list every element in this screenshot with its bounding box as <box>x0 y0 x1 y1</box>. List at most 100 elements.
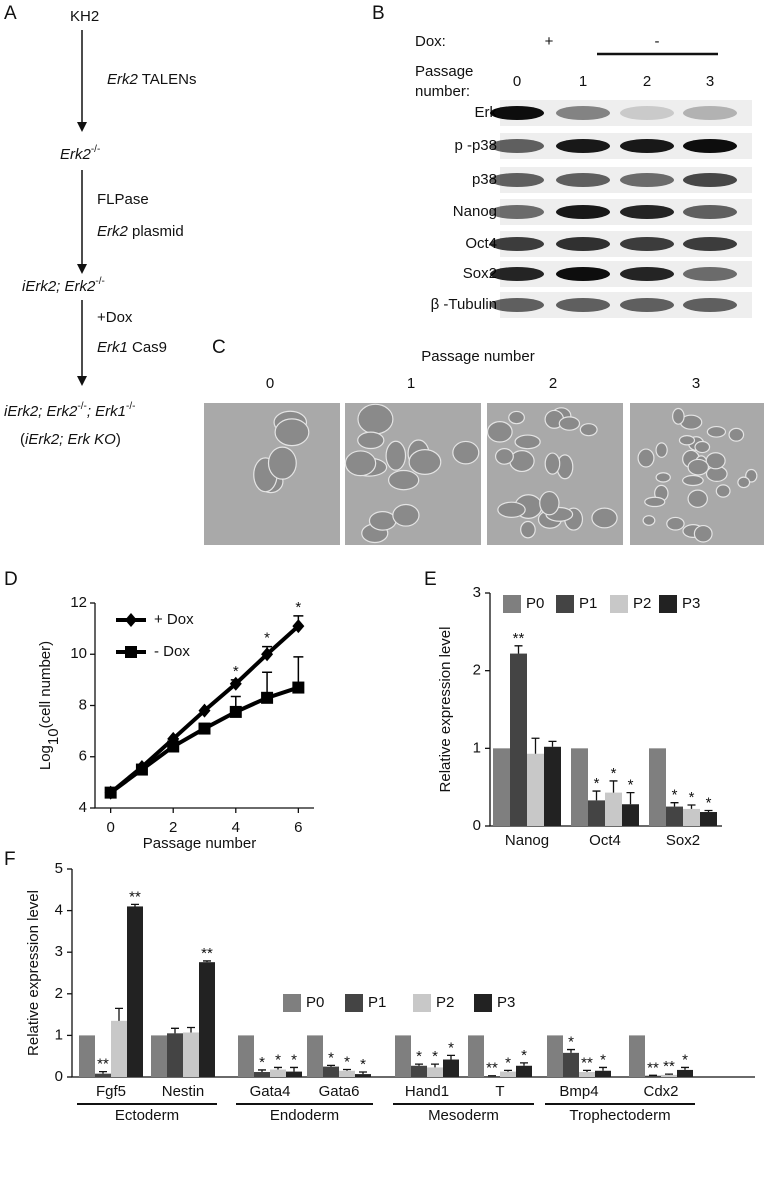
scheme-text: -/- <box>126 401 135 412</box>
blot-band <box>620 237 674 251</box>
bar <box>683 808 700 826</box>
cell-colony <box>655 442 668 458</box>
point <box>292 619 305 634</box>
cell-colony <box>494 448 514 465</box>
legend-swatch <box>474 994 492 1012</box>
blot-band <box>620 173 674 187</box>
bar <box>238 1035 254 1077</box>
significance: * <box>521 1047 527 1064</box>
y-tick-label: 2 <box>473 662 481 679</box>
protein-label: p -p38 <box>454 137 497 154</box>
bar <box>395 1035 411 1077</box>
bar <box>254 1072 270 1077</box>
error-bar <box>592 790 601 801</box>
scheme-text: Erk1 <box>97 339 128 356</box>
group-label: Trophectoderm <box>569 1107 670 1124</box>
bar <box>579 1072 595 1077</box>
x-tick-label: Nestin <box>162 1083 205 1100</box>
significance: ** <box>663 1058 675 1075</box>
scheme-text: ; Erk1 <box>87 403 126 420</box>
scheme-text: ) <box>116 431 121 448</box>
bar <box>493 748 510 826</box>
cell-colony <box>514 434 541 450</box>
error-bar <box>681 1066 689 1070</box>
y-axis-label: Relative expression level <box>437 627 454 793</box>
bar <box>355 1074 371 1077</box>
bar <box>411 1065 427 1077</box>
panel-label: E <box>424 569 437 590</box>
y-tick-label: 1 <box>473 739 481 756</box>
significance: ** <box>97 1056 109 1073</box>
cell-colony <box>392 503 420 527</box>
point <box>198 703 211 718</box>
scheme-step: Erk2-/- <box>60 144 100 163</box>
error-bar <box>447 1054 455 1060</box>
error-bar <box>171 1027 179 1034</box>
scheme-text: -/- <box>91 144 100 155</box>
x-tick-label: Gata4 <box>250 1083 291 1100</box>
cell-colony <box>728 427 745 442</box>
significance: * <box>328 1049 334 1066</box>
cell-colony <box>408 449 442 476</box>
error-bar <box>187 1026 195 1033</box>
bar <box>516 1065 532 1077</box>
error-bar <box>359 1071 367 1075</box>
blot-band <box>556 237 610 251</box>
y-tick-label: 4 <box>79 799 87 816</box>
y-label-text: (cell number) <box>37 641 54 729</box>
significance: * <box>611 765 617 782</box>
significance: * <box>448 1039 454 1056</box>
point <box>261 647 274 662</box>
blot-band <box>490 237 544 251</box>
blot-band <box>490 298 544 312</box>
error-bar <box>290 1066 298 1072</box>
significance: ** <box>201 945 213 962</box>
cell-colony <box>687 489 708 508</box>
significance: * <box>259 1054 265 1071</box>
dox-value: - <box>655 33 660 50</box>
legend-swatch <box>413 994 431 1012</box>
y-tick-label: 4 <box>55 902 63 919</box>
protein-label: p38 <box>472 171 497 188</box>
bar <box>661 1074 677 1077</box>
bar <box>111 1020 127 1077</box>
cell-colony <box>520 520 536 539</box>
error-bar <box>567 1048 575 1053</box>
significance: * <box>706 794 712 811</box>
blot-band <box>556 267 610 281</box>
bar <box>544 746 561 826</box>
blot-band <box>490 173 544 187</box>
blot-band <box>556 139 610 153</box>
error-bar <box>431 1063 439 1068</box>
lane-label: 1 <box>579 73 587 90</box>
scheme-text: ( <box>20 431 25 448</box>
error-bar <box>687 804 696 809</box>
x-tick-label: Fgf5 <box>96 1083 126 1100</box>
error-bar <box>504 1069 512 1072</box>
legend-label: - Dox <box>154 643 190 660</box>
point <box>198 722 211 735</box>
blot-band <box>620 106 674 120</box>
error-bar <box>131 903 139 907</box>
cell-colony <box>387 469 420 491</box>
cell-colony <box>644 496 666 508</box>
y-tick-label: 6 <box>79 748 87 765</box>
y-tick-label: 3 <box>473 584 481 601</box>
bar <box>79 1035 95 1077</box>
x-tick-label: Oct4 <box>589 832 621 849</box>
cell-colony <box>509 449 535 473</box>
images-title: Passage number <box>421 348 534 365</box>
point <box>167 740 180 753</box>
blot-band <box>556 205 610 219</box>
panel-label: D <box>4 569 18 590</box>
cell-colony <box>715 484 731 498</box>
panel-label: A <box>4 3 17 24</box>
point <box>229 676 242 691</box>
protein-label: Sox2 <box>463 265 497 282</box>
legend-label: P1 <box>579 595 597 612</box>
protein-label: Erk <box>475 104 498 121</box>
panel-label: F <box>4 849 16 870</box>
cell-colony <box>579 423 598 437</box>
cell-colony <box>544 452 561 475</box>
cell-colony <box>357 431 385 450</box>
